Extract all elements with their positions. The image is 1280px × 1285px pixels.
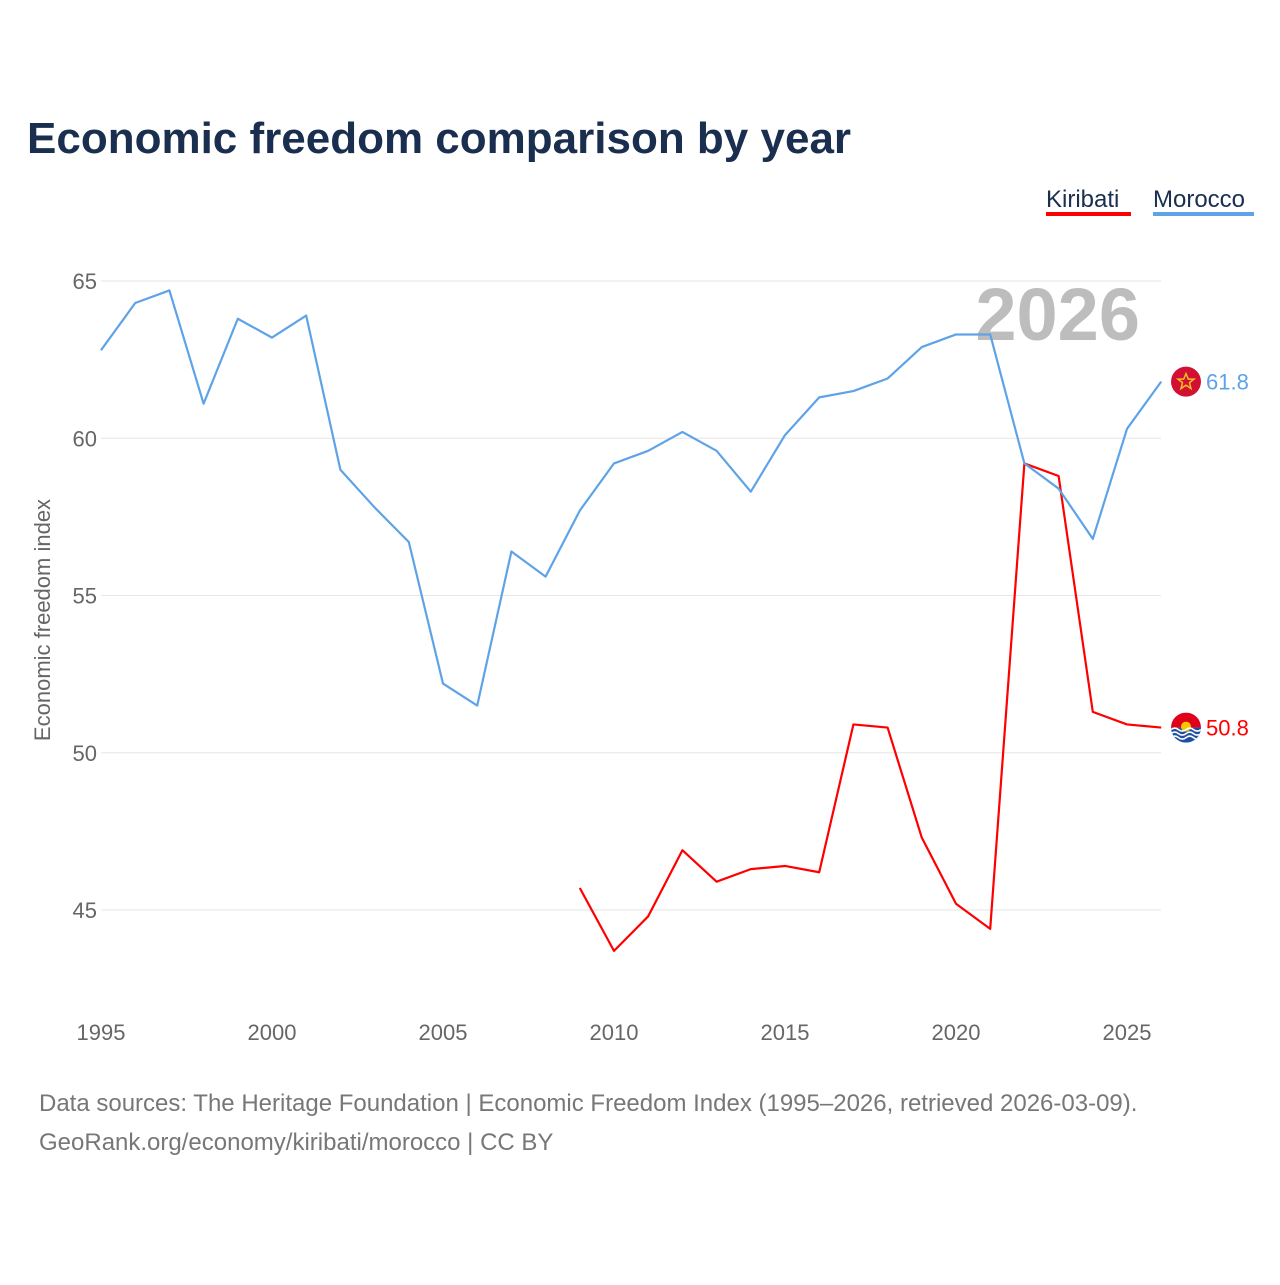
morocco-point[interactable] [1021,460,1027,466]
kiribati-point[interactable] [577,885,583,891]
kiribati-point[interactable] [953,901,959,907]
morocco-point[interactable] [885,375,891,381]
morocco-flag-icon [1171,366,1201,397]
kiribati-point[interactable] [850,721,856,727]
kiribati-point[interactable] [748,866,754,872]
morocco-point[interactable] [645,448,651,454]
legend-swatch [1046,212,1131,216]
x-tick-label: 2005 [419,1020,468,1045]
morocco-point[interactable] [543,574,549,580]
kiribati-point[interactable] [611,948,617,954]
y-axis-label: Economic freedom index [30,499,55,741]
morocco-point[interactable] [679,429,685,435]
footer-attribution[interactable]: GeoRank.org/economy/kiribati/morocco | C… [39,1129,553,1156]
morocco-point[interactable] [919,344,925,350]
morocco-point[interactable] [303,313,309,319]
kiribati-point[interactable] [919,835,925,841]
kiribati-point[interactable] [679,847,685,853]
morocco-point[interactable] [98,347,104,353]
kiribati-line [578,462,1162,952]
morocco-point[interactable] [235,316,241,322]
morocco-end-value: 61.8 [1206,370,1249,395]
kiribati-point[interactable] [1090,709,1096,715]
morocco-point[interactable] [440,681,446,687]
legend-swatch [1153,212,1254,216]
y-tick-label: 55 [73,584,97,609]
y-tick-label: 65 [73,269,97,294]
legend-label: Morocco [1153,186,1245,213]
gridlines: 45 50 55 60 65 1995 2000 2005 2010 2015 2020 2025 [73,269,1161,1045]
kiribati-point[interactable] [1124,721,1130,727]
kiribati-point[interactable] [645,913,651,919]
morocco-point[interactable] [372,504,378,510]
morocco-point[interactable] [1124,426,1130,432]
kiribati-flag-icon [1171,712,1201,743]
morocco-point[interactable] [714,448,720,454]
morocco-point[interactable] [406,539,412,545]
kiribati-point[interactable] [885,725,891,731]
year-watermark: 2026 [975,273,1140,356]
morocco-point[interactable] [166,287,172,293]
morocco-point[interactable] [474,703,480,709]
morocco-point[interactable] [748,489,754,495]
kiribati-end-value: 50.8 [1206,716,1249,741]
legend: Kiribati Morocco [1046,186,1254,216]
x-tick-label: 2015 [761,1020,810,1045]
kiribati-point[interactable] [987,926,993,932]
kiribati-point[interactable] [816,869,822,875]
end-labels: 50.8 61.8 [1171,366,1249,743]
x-tick-label: 2020 [932,1020,981,1045]
morocco-point[interactable] [816,394,822,400]
x-tick-label: 2000 [248,1020,297,1045]
x-tick-label: 2025 [1103,1020,1152,1045]
morocco-point[interactable] [201,401,207,407]
morocco-point[interactable] [1158,379,1164,385]
morocco-point[interactable] [850,388,856,394]
morocco-point[interactable] [611,460,617,466]
kiribati-point[interactable] [714,879,720,885]
x-tick-label: 1995 [77,1020,126,1045]
morocco-point[interactable] [782,432,788,438]
chart-title: Economic freedom comparison by year [27,114,851,163]
morocco-point[interactable] [508,548,514,554]
legend-label: Kiribati [1046,186,1119,213]
series-lines [98,287,1164,954]
kiribati-point[interactable] [1056,473,1062,479]
morocco-point[interactable] [987,331,993,337]
legend-item-morocco[interactable]: Morocco [1153,186,1254,216]
morocco-point[interactable] [1056,486,1062,492]
morocco-point[interactable] [337,467,343,473]
footer-sources: Data sources: The Heritage Foundation | … [39,1090,1137,1117]
morocco-point[interactable] [577,508,583,514]
legend-item-kiribati[interactable]: Kiribati [1046,186,1131,216]
kiribati-point[interactable] [782,863,788,869]
y-tick-label: 60 [73,426,97,451]
x-tick-label: 2010 [590,1020,639,1045]
morocco-point[interactable] [132,300,138,306]
morocco-line [100,289,1163,707]
kiribati-point[interactable] [1158,725,1164,731]
y-tick-label: 50 [73,741,97,766]
morocco-point[interactable] [1090,536,1096,542]
morocco-point[interactable] [269,335,275,341]
morocco-point[interactable] [953,331,959,337]
y-tick-label: 45 [73,898,97,923]
